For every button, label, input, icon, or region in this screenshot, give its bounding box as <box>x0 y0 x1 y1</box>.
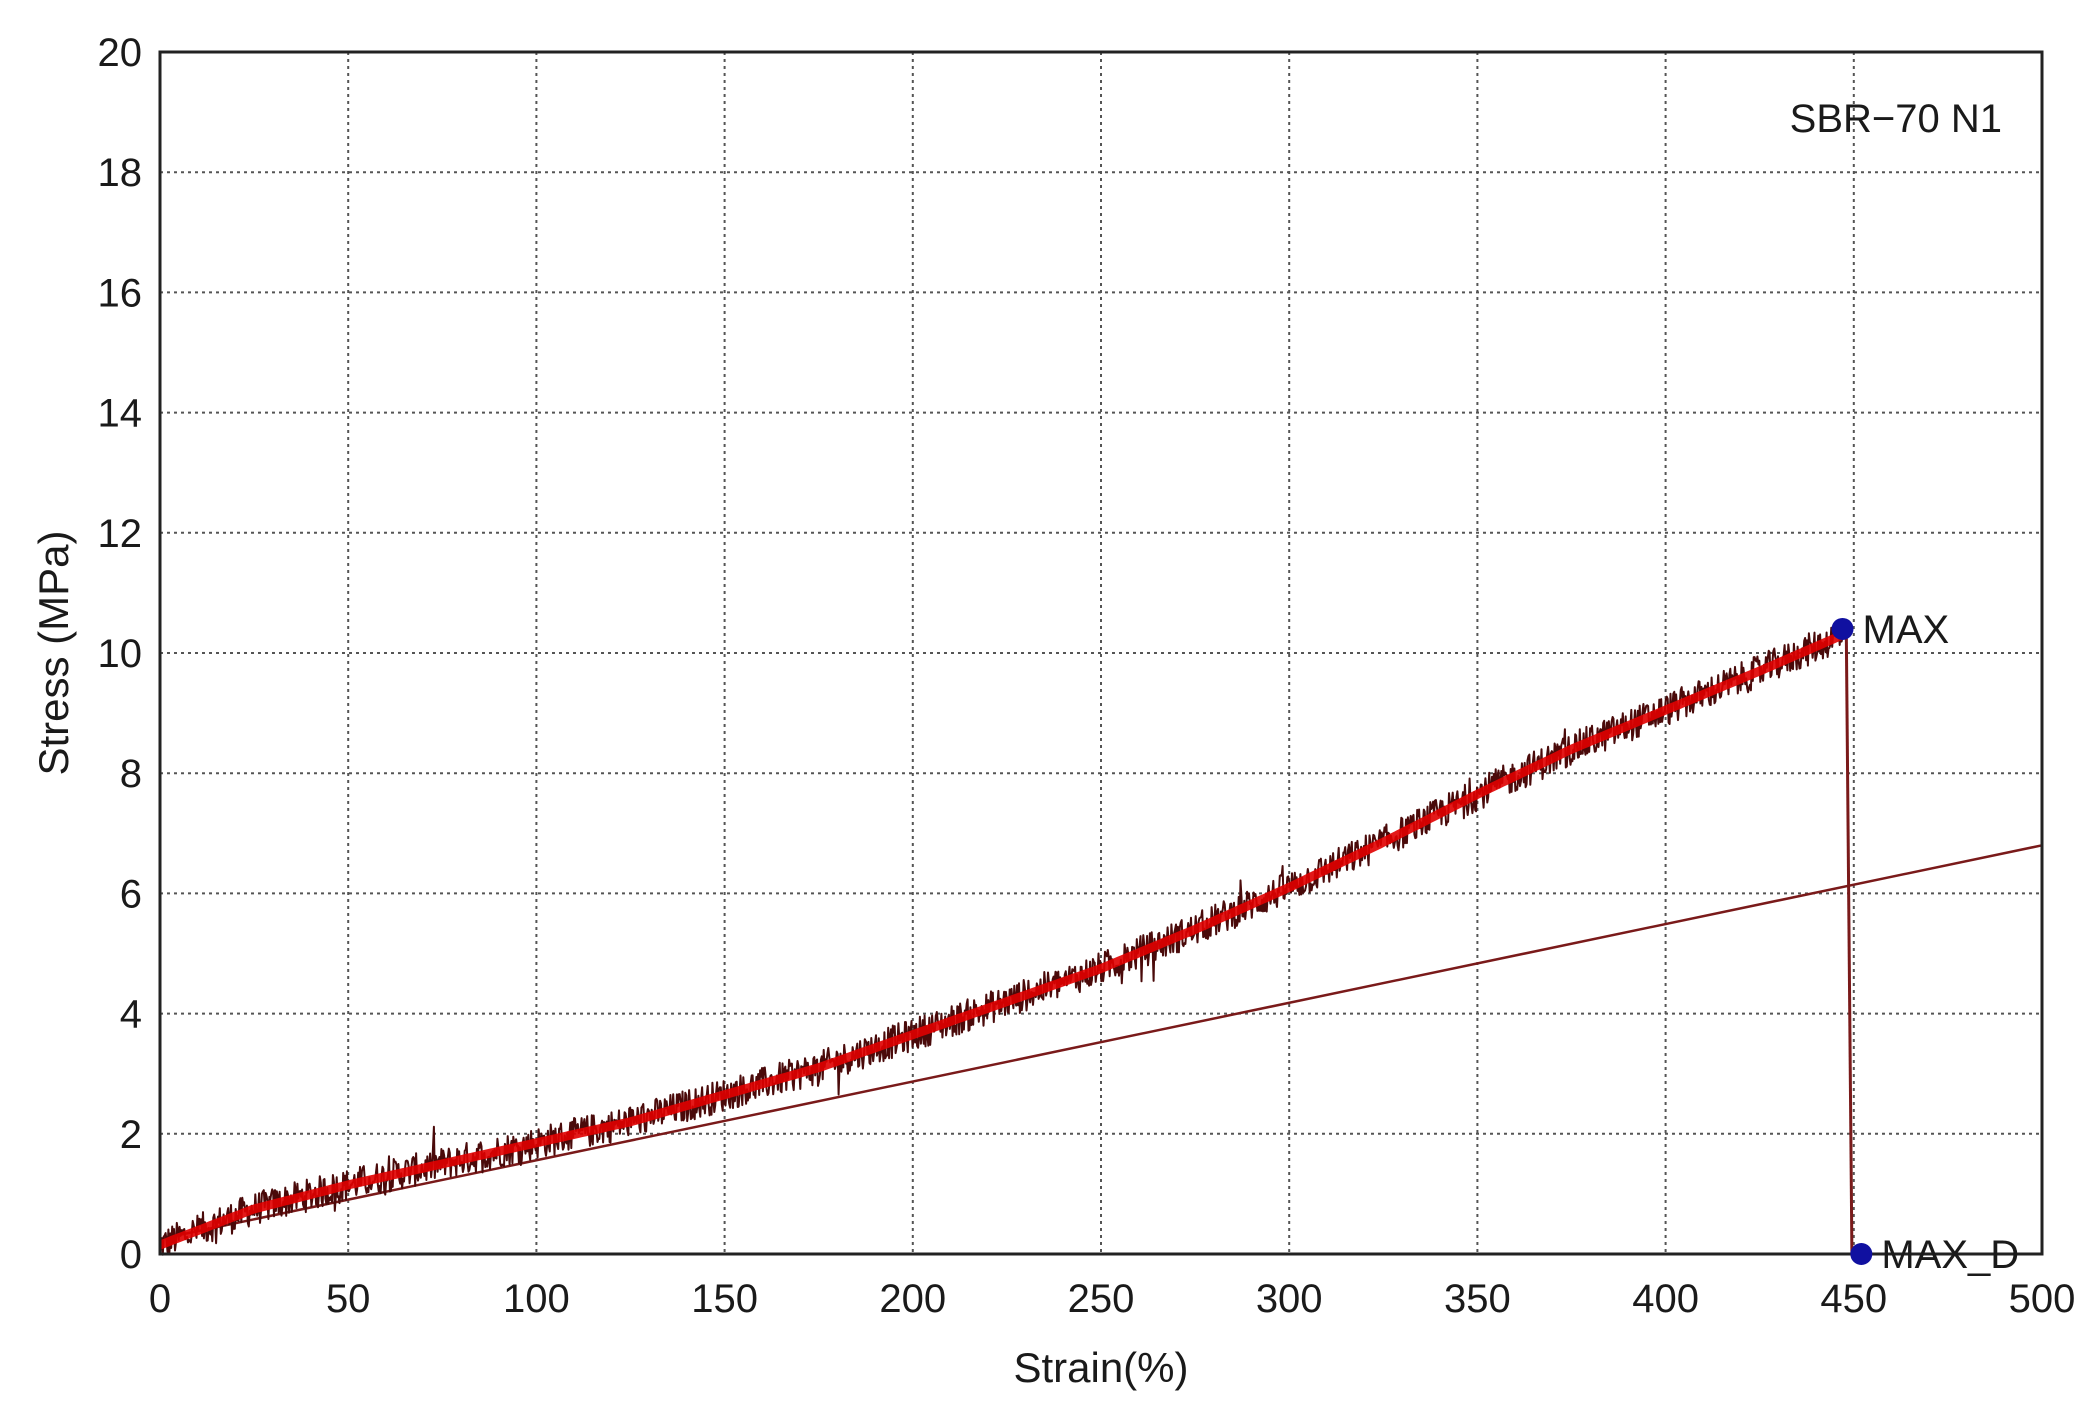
x-tick-label: 0 <box>149 1277 171 1321</box>
y-tick-label: 12 <box>98 512 143 556</box>
x-tick-label: 300 <box>1256 1277 1323 1321</box>
y-tick-label: 8 <box>120 752 142 796</box>
grid-lines <box>160 52 2042 1254</box>
x-tick-label: 50 <box>326 1277 371 1321</box>
x-tick-label: 200 <box>879 1277 946 1321</box>
y-tick-label: 4 <box>120 993 142 1037</box>
x-tick-label: 100 <box>503 1277 570 1321</box>
x-tick-label: 350 <box>1444 1277 1511 1321</box>
y-tick-label: 0 <box>120 1233 142 1277</box>
sample-label: SBR−70 N1 <box>1790 97 2002 141</box>
series-noise-line <box>159 626 1844 1256</box>
y-tick-label: 18 <box>98 151 143 195</box>
y-tick-label: 14 <box>98 392 143 436</box>
series-line <box>158 630 1845 1250</box>
point-marker <box>1850 1243 1873 1265</box>
drop-line-layer <box>1844 628 1854 1255</box>
x-axis-title: Strain(%) <box>1013 1344 1188 1391</box>
y-tick-label: 2 <box>120 1113 142 1157</box>
x-tick-labels: 0 50 100 150 200 250 300 350 400 450 500 <box>149 1277 2076 1321</box>
point-label: MAX_D <box>1881 1233 2019 1277</box>
x-tick-label: 400 <box>1632 1277 1699 1321</box>
y-tick-label: 20 <box>98 31 143 75</box>
y-tick-label: 6 <box>120 872 142 916</box>
x-tick-label: 450 <box>1820 1277 1887 1321</box>
y-axis-title: Stress (MPa) <box>30 530 77 775</box>
plot-frame <box>158 50 2044 1256</box>
x-tick-label: 250 <box>1068 1277 1135 1321</box>
x-tick-label: 500 <box>2009 1277 2076 1321</box>
point-label: MAX <box>1863 608 1950 652</box>
y-tick-label: 16 <box>98 271 143 315</box>
points-layer: MAX MAX_D <box>1831 608 2019 1277</box>
point-marker <box>1831 617 1854 640</box>
x-tick-label: 150 <box>691 1277 758 1321</box>
y-tick-labels: 0 2 4 6 8 10 12 14 16 18 20 <box>98 31 143 1277</box>
reference-line-layer <box>159 844 2043 1241</box>
drop-line <box>1844 628 1854 1255</box>
series-layer <box>158 626 1845 1256</box>
y-tick-label: 10 <box>98 632 143 676</box>
reference-line <box>159 844 2043 1241</box>
